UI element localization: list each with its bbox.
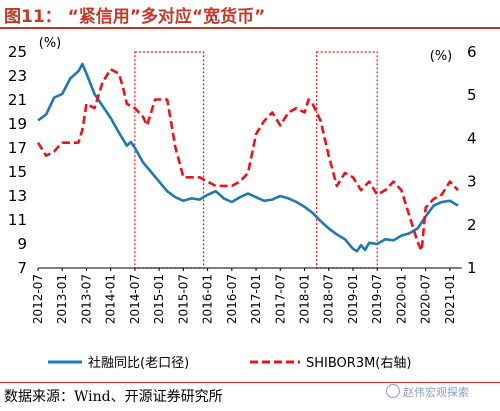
right-tick-label: 6 <box>467 43 477 61</box>
wechat-icon <box>386 384 400 398</box>
left-tick-label: 11 <box>8 211 27 229</box>
x-tick-label: 2014-01 <box>104 274 118 324</box>
x-tick-label: 2020-07 <box>419 274 433 324</box>
x-tick-label: 2019-01 <box>346 274 360 324</box>
x-tick-label: 2018-01 <box>298 274 312 324</box>
figure-title-bar: 图11： “紧信用”多对应“宽货币” <box>0 0 500 27</box>
shaded-periods <box>134 51 378 269</box>
series-lines <box>36 62 459 253</box>
x-tick-label: 2014-07 <box>128 274 142 324</box>
series-line-social-financing <box>37 62 459 253</box>
x-tick-label: 2018-07 <box>322 274 336 324</box>
left-tick-label: 9 <box>17 235 27 253</box>
x-tick-label: 2017-07 <box>273 274 287 324</box>
right-axis-unit: (%) <box>430 49 453 64</box>
right-tick-label: 3 <box>467 173 477 191</box>
series-line-shibor <box>36 68 459 252</box>
x-tick-label: 2016-07 <box>225 274 239 324</box>
right-tick-label: 4 <box>467 129 477 147</box>
legend: 社融同比(老口径) SHIBOR3M(右轴) <box>48 355 411 371</box>
title-divider <box>0 27 500 29</box>
x-tick-label: 2017-01 <box>249 274 263 324</box>
x-tick-label: 2016-01 <box>201 274 215 324</box>
x-tick-label: 2020-01 <box>394 274 408 324</box>
shaded-period-box-2 <box>316 51 378 269</box>
left-tick-label: 15 <box>8 163 27 181</box>
left-tick-label: 17 <box>8 139 27 157</box>
x-tick-label: 2013-01 <box>55 274 69 324</box>
x-tick-label: 2015-07 <box>176 274 190 324</box>
left-tick-label: 21 <box>8 91 27 109</box>
figure-title: 图11： “紧信用”多对应“宽货币” <box>4 7 266 27</box>
left-tick-label: 19 <box>8 115 27 133</box>
watermark-text: 赵伟宏观探索 <box>403 386 469 399</box>
left-tick-label: 23 <box>8 67 27 85</box>
left-tick-label: 7 <box>17 259 27 277</box>
x-tick-label: 2021-01 <box>443 274 457 324</box>
watermark: 赵伟宏观探索 <box>386 384 469 400</box>
right-tick-label: 1 <box>467 259 477 277</box>
left-tick-label: 13 <box>8 187 27 205</box>
x-tick-label: 2019-07 <box>370 274 384 324</box>
legend-label-social-financing: 社融同比(老口径) <box>88 355 189 371</box>
x-tick-label: 2015-01 <box>152 274 166 324</box>
x-tick-label: 2012-07 <box>31 274 45 324</box>
footer-divider <box>0 382 500 383</box>
chart-background <box>0 29 500 381</box>
x-tick-label: 2013-07 <box>79 274 93 324</box>
axes: (%) (%) <box>38 36 462 269</box>
right-tick-label: 2 <box>467 216 477 234</box>
right-tick-label: 5 <box>467 86 477 104</box>
left-tick-label: 25 <box>8 43 27 61</box>
shaded-period-box-1 <box>134 51 205 269</box>
legend-label-shibor: SHIBOR3M(右轴) <box>306 356 411 371</box>
left-axis-unit: (%) <box>39 36 62 51</box>
source-note: 数据来源：Wind、开源证券研究所 <box>4 389 223 405</box>
